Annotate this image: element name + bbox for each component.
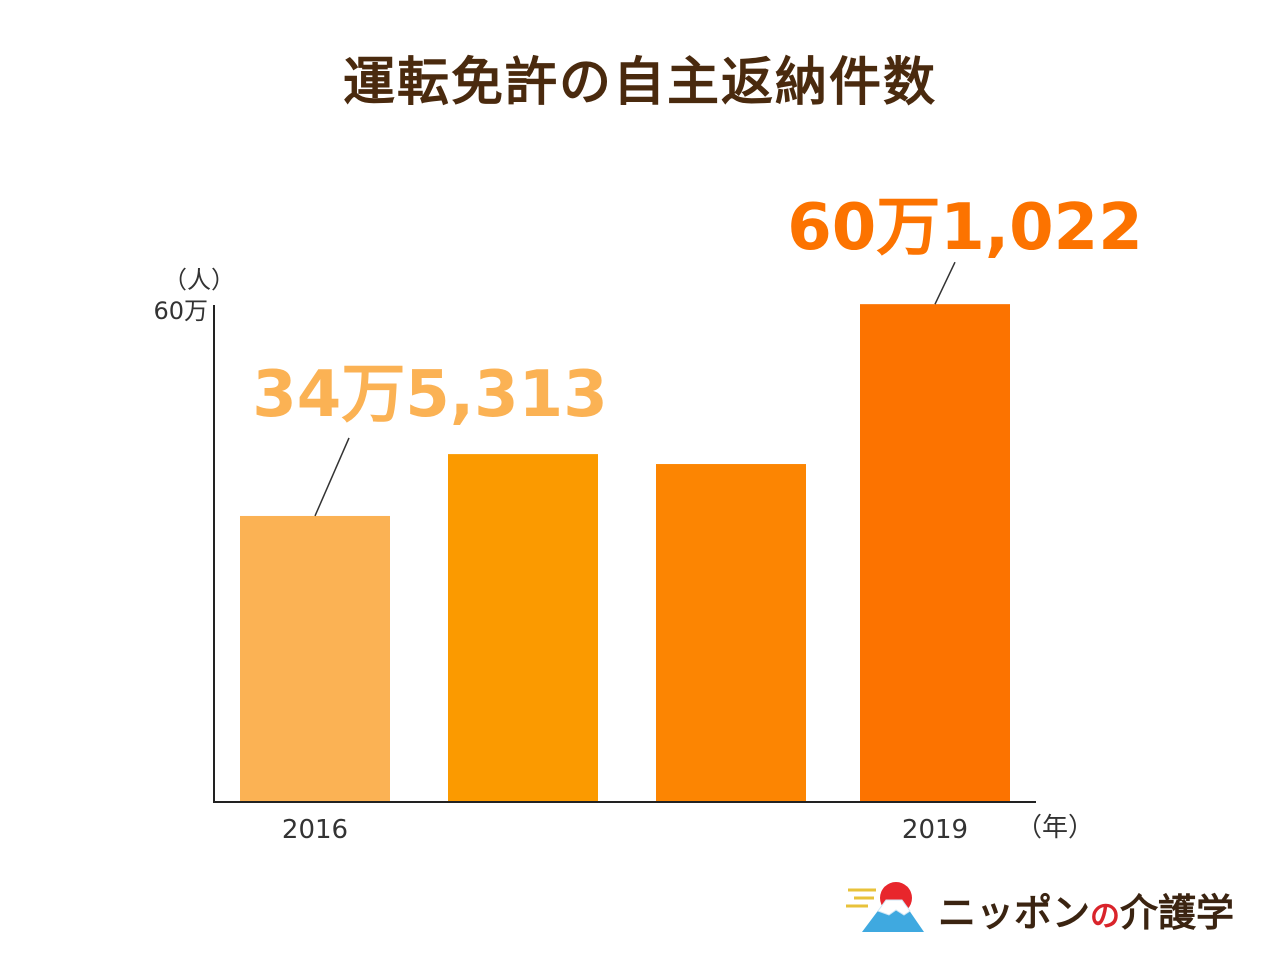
- chart-title: 運転免許の自主返納件数: [342, 53, 937, 113]
- data-label-2016: 34万5,313: [252, 358, 608, 432]
- data-label-2019: 60万1,022: [787, 191, 1143, 265]
- brand-name-part1: ニッポン: [938, 891, 1091, 935]
- x-tick-label-2019: 2019: [902, 815, 968, 845]
- brand-name-part2: 介護学: [1120, 891, 1235, 935]
- bar-2016: [240, 515, 390, 802]
- brand-name: ニッポンの介護学: [938, 882, 1234, 937]
- x-axis-label: （年）: [1016, 813, 1094, 843]
- leader-line-2019: [934, 261, 956, 305]
- brand-name-no: の: [1090, 899, 1121, 934]
- x-tick-label-2016: 2016: [282, 815, 348, 845]
- bar-2019: [860, 304, 1010, 802]
- brand-logo: ニッポンの介護学: [846, 876, 1266, 946]
- bar-2017: [448, 454, 598, 802]
- leader-line-2016: [314, 437, 350, 517]
- y-tick-label: 60万: [153, 297, 208, 325]
- bar-2018: [656, 464, 806, 802]
- mount-fuji-sun-icon: [846, 882, 924, 932]
- y-axis-label: （人）: [163, 266, 235, 294]
